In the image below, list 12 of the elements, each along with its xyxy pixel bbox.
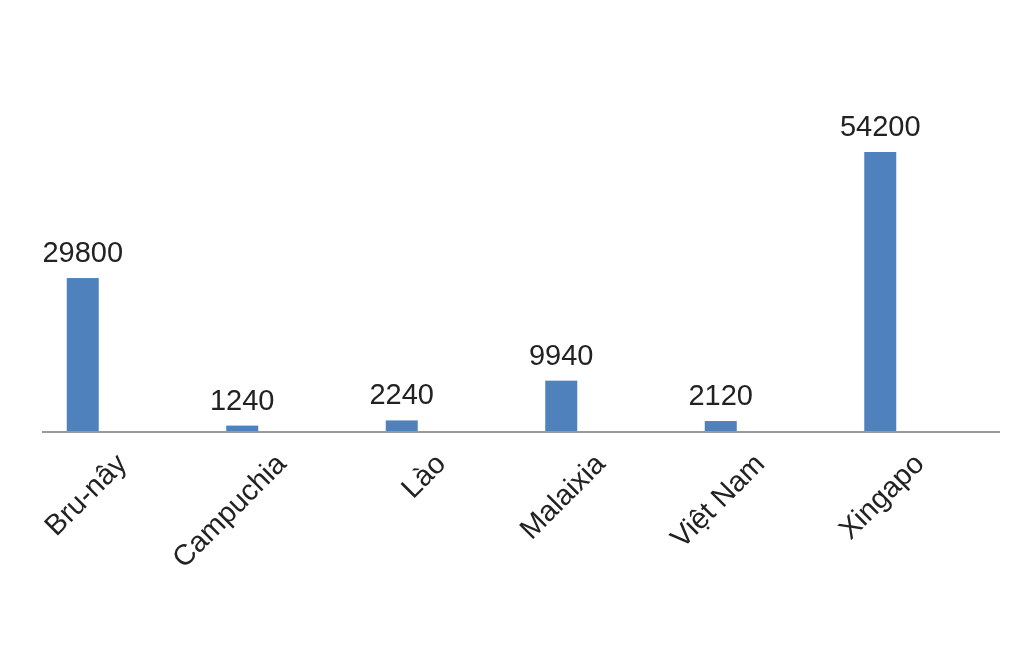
- bar: [704, 421, 737, 432]
- data-label: 9940: [528, 338, 594, 371]
- bar: [864, 152, 897, 432]
- bar: [66, 278, 99, 432]
- data-label: 54200: [839, 110, 921, 142]
- x-tick-label: Lào: [394, 447, 452, 504]
- bar: [385, 420, 418, 432]
- data-label: 2240: [369, 378, 435, 411]
- data-label: 1240: [209, 383, 275, 416]
- data-label: 2120: [688, 379, 754, 412]
- bar: [545, 380, 578, 432]
- data-label: 29800: [42, 236, 124, 269]
